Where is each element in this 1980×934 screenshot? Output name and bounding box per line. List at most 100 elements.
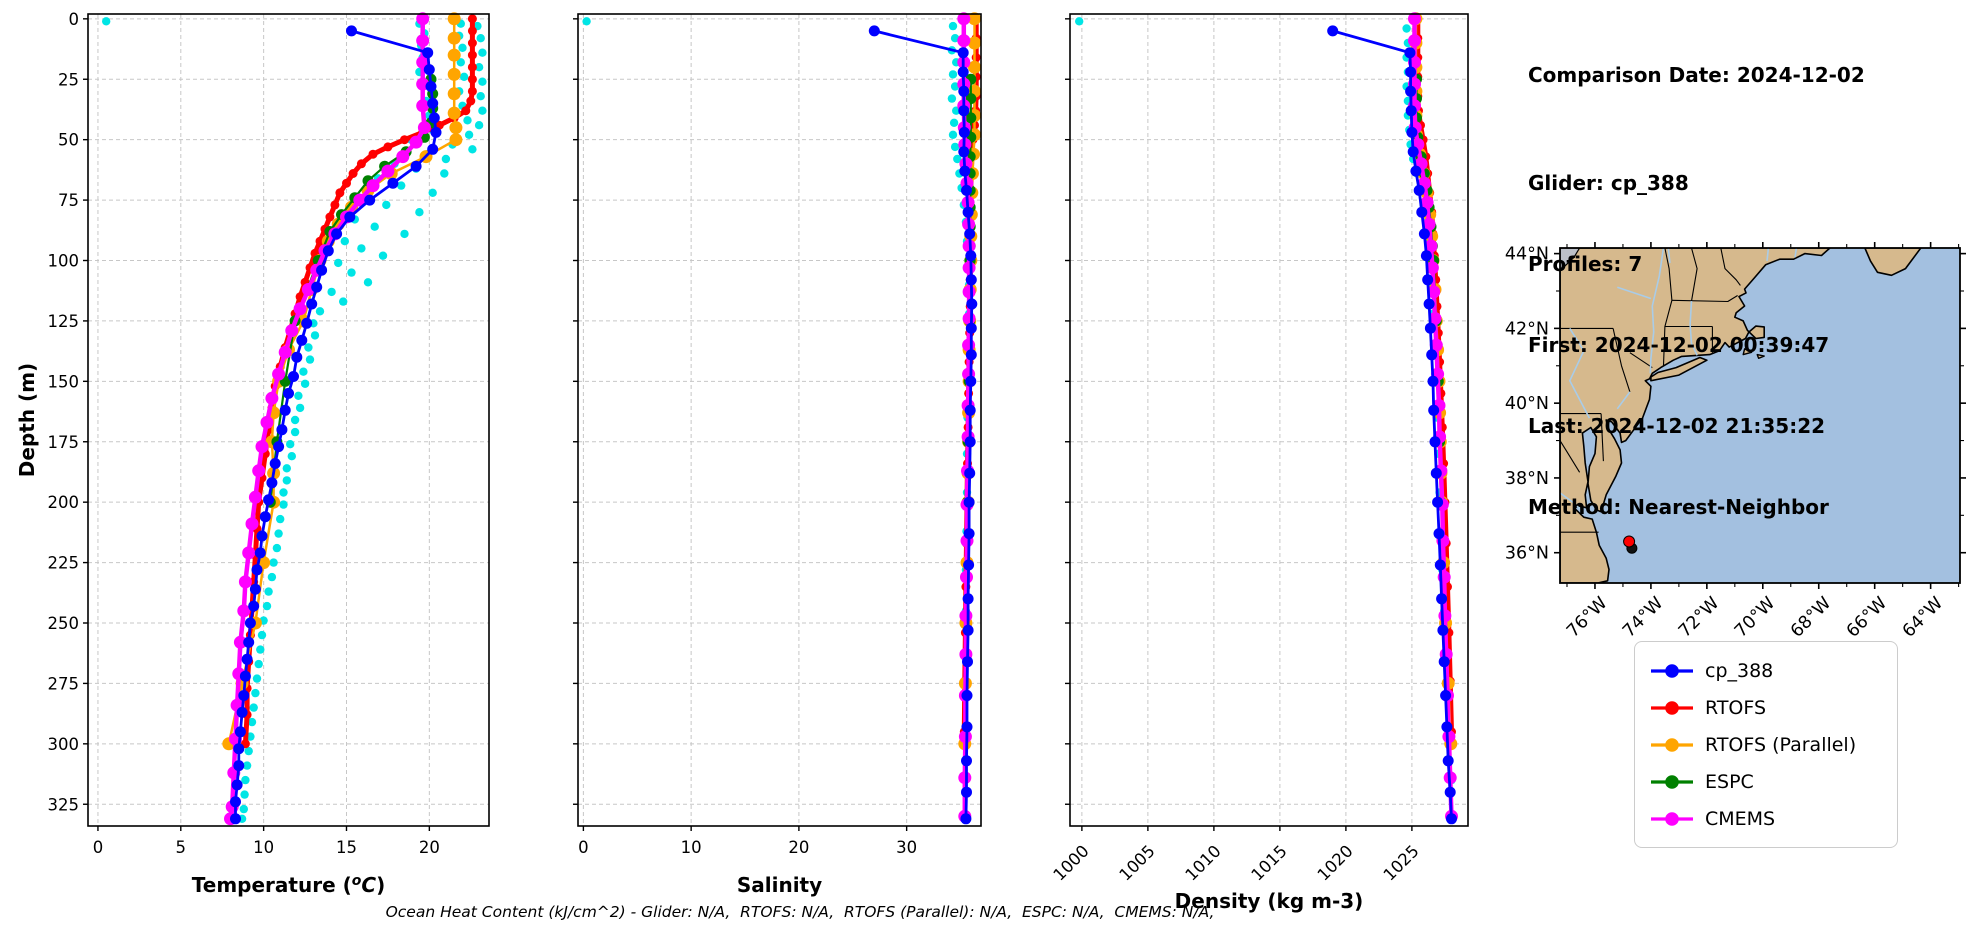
map-state-border-8 — [1690, 248, 1698, 302]
legend-item-label: cp_388 — [1705, 659, 1774, 682]
gridlines — [88, 14, 489, 826]
map-river-7 — [1560, 492, 1585, 515]
legend-item-label: CMEMS — [1705, 807, 1776, 830]
svg-text:275: 275 — [48, 674, 80, 693]
svg-text:0: 0 — [93, 838, 104, 857]
series-cp-388 — [230, 25, 442, 825]
svg-text:66°W: 66°W — [1843, 593, 1891, 641]
legend-item-cp-388: cp_388 — [1649, 652, 1881, 689]
info-block: Comparison Date: 2024-12-02 Glider: cp_3… — [1528, 8, 1865, 575]
svg-text:72°W: 72°W — [1675, 593, 1723, 641]
xaxis-label-salinity: Salinity — [737, 873, 822, 897]
svg-text:44°N: 44°N — [1505, 245, 1549, 265]
last-time-text: Last: 2024-12-02 21:35:22 — [1528, 414, 1826, 438]
map-land-nova-scotia — [1864, 248, 1922, 277]
map-state-border-13 — [1560, 440, 1581, 473]
svg-text:68°W: 68°W — [1787, 593, 1835, 641]
legend-item-cmems: CMEMS — [1649, 800, 1881, 837]
svg-text:0: 0 — [69, 10, 80, 29]
axis-ticks — [83, 18, 431, 831]
legend-marker-icon — [1651, 774, 1693, 789]
svg-text:1010: 1010 — [1182, 841, 1225, 884]
svg-text:250: 250 — [48, 614, 80, 633]
map-land-marthas-vineyard — [1742, 348, 1753, 356]
svg-text:100: 100 — [48, 252, 80, 271]
map-state-border-9 — [1720, 248, 1741, 286]
svg-text:64°W: 64°W — [1899, 593, 1947, 641]
svg-text:76°W: 76°W — [1563, 593, 1611, 641]
map-lake-ontario — [1560, 248, 1581, 270]
map-river-8 — [1667, 248, 1671, 264]
yaxis-label-depth: Depth (m) — [15, 363, 39, 477]
legend: cp_388 RTOFS RTOFS (Parallel) ESPC CMEMS — [1634, 641, 1898, 848]
panel-temperature: 0 5 10 15 2002550751001251501752002252502753… — [48, 10, 490, 897]
svg-text:20: 20 — [419, 838, 440, 857]
axis-ticks — [573, 18, 908, 831]
gridlines — [578, 14, 981, 826]
map-state-border-3 — [1664, 248, 1673, 301]
map-area — [1560, 248, 1960, 583]
map-state-border-7 — [1671, 295, 1738, 303]
svg-text:225: 225 — [48, 554, 80, 573]
map-river-4 — [1616, 391, 1631, 410]
svg-text:150: 150 — [48, 372, 80, 391]
map-state-border-1 — [1612, 328, 1631, 393]
glider-text: Glider: cp_388 — [1528, 171, 1689, 195]
svg-text:10: 10 — [253, 838, 274, 857]
legend-item-label: ESPC — [1705, 770, 1754, 793]
svg-text:42°N: 42°N — [1505, 319, 1549, 339]
map-marker-glider-point — [1623, 535, 1636, 548]
svg-text:1025: 1025 — [1380, 841, 1423, 884]
tick-labels: 0 10 20 30 — [578, 838, 917, 857]
map-river-2 — [1689, 301, 1698, 356]
svg-text:50: 50 — [58, 131, 79, 150]
svg-text:30: 30 — [896, 838, 917, 857]
comparison-date-text: Comparison Date: 2024-12-02 — [1528, 63, 1865, 87]
svg-text:1020: 1020 — [1314, 841, 1357, 884]
legend-marker-icon — [1651, 663, 1693, 678]
svg-text:0: 0 — [578, 838, 589, 857]
svg-text:300: 300 — [48, 735, 80, 754]
legend-marker-icon — [1651, 811, 1693, 826]
map-land-nantucket — [1756, 353, 1765, 359]
svg-text:15: 15 — [336, 838, 357, 857]
map-river-1 — [1617, 286, 1652, 300]
map-land-mainland — [1560, 248, 1831, 583]
map-river-0 — [1649, 248, 1665, 374]
legend-item-rtofs: RTOFS — [1649, 689, 1881, 726]
tick-labels: 0 5 10 15 2002550751001251501752002252502753… — [48, 10, 440, 857]
panel-salinity: 0 10 20 30 Salinity — [573, 12, 982, 897]
legend-marker-icon — [1651, 700, 1693, 715]
svg-text:70°W: 70°W — [1731, 593, 1779, 641]
first-time-text: First: 2024-12-02 00:39:47 — [1528, 333, 1830, 357]
svg-text:125: 125 — [48, 312, 80, 331]
svg-text:20: 20 — [788, 838, 809, 857]
legend-item-espc: ESPC — [1649, 763, 1881, 800]
map-river-3 — [1569, 327, 1591, 419]
map-state-border-2 — [1629, 352, 1653, 369]
legend-item-rtofs-parallel-: RTOFS (Parallel) — [1649, 726, 1881, 763]
axis-ticks — [1065, 18, 1413, 831]
xaxis-label-temperature: Temperature (oC) — [192, 873, 385, 897]
svg-text:5: 5 — [176, 838, 187, 857]
svg-text:38°N: 38°N — [1505, 469, 1549, 489]
svg-text:25: 25 — [58, 70, 79, 89]
map-state-border-11 — [1600, 413, 1604, 462]
ohc-footer: Ocean Heat Content (kJ/cm^2) - Glider: N… — [385, 903, 1215, 921]
svg-text:75: 75 — [58, 191, 79, 210]
legend-item-label: RTOFS — [1705, 696, 1767, 719]
series-cp-388 — [868, 25, 978, 825]
map-ticks — [1554, 242, 1966, 589]
map-river-5 — [1766, 248, 1770, 262]
svg-text:1005: 1005 — [1116, 841, 1159, 884]
legend-item-label: RTOFS (Parallel) — [1705, 733, 1857, 756]
svg-text:1015: 1015 — [1248, 841, 1291, 884]
svg-text:200: 200 — [48, 493, 80, 512]
svg-text:175: 175 — [48, 433, 80, 452]
map-river-6 — [1794, 248, 1798, 258]
svg-text:325: 325 — [48, 795, 80, 814]
legend-marker-icon — [1651, 737, 1693, 752]
tick-labels: 1000 1005 1010 1015 1020 1025 — [1050, 841, 1423, 884]
